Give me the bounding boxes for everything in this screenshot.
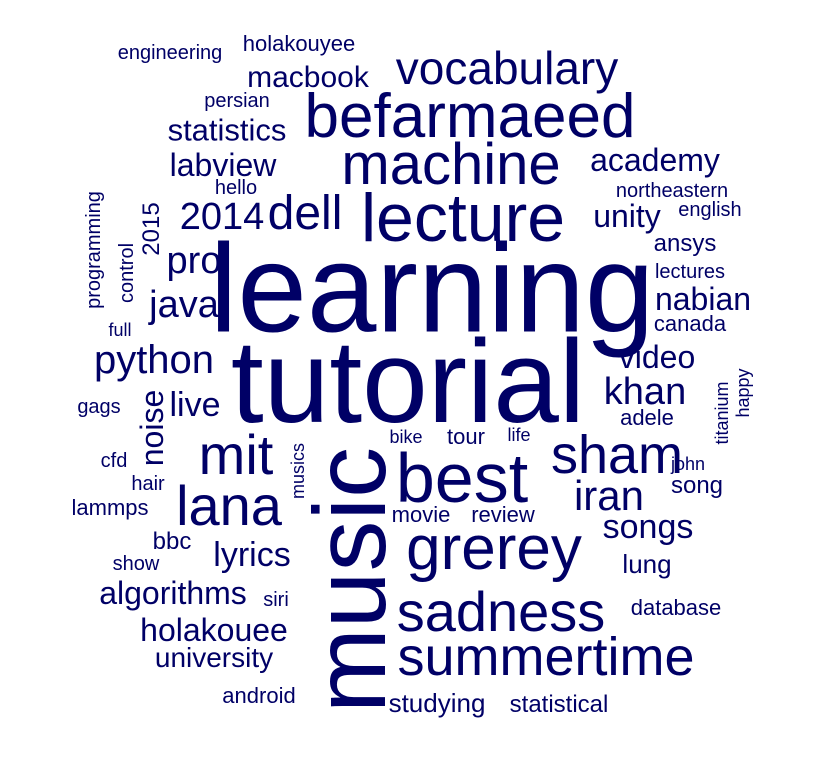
word-algorithms: algorithms xyxy=(99,575,247,611)
word-review: review xyxy=(471,502,535,527)
word-live: live xyxy=(169,386,221,424)
word-2015: 2015 xyxy=(138,202,165,256)
word-iran: iran xyxy=(573,472,645,519)
word-statistics: statistics xyxy=(167,112,287,148)
word-unity: unity xyxy=(593,198,661,234)
word-academy: academy xyxy=(590,142,720,178)
word-video: video xyxy=(618,339,696,375)
word-tutorial: tutorial xyxy=(230,316,586,448)
word-statistical: statistical xyxy=(509,691,609,718)
word-dell: dell xyxy=(267,187,343,240)
word-bike: bike xyxy=(389,427,423,447)
word-ansys: ansys xyxy=(653,230,717,257)
word-lammps: lammps xyxy=(71,495,149,520)
word-adele: adele xyxy=(620,405,674,430)
word-john: john xyxy=(670,454,706,474)
word-grerey: grerey xyxy=(406,514,582,583)
word-movie: movie xyxy=(391,502,451,527)
word-siri: siri xyxy=(263,589,289,611)
word-noise: noise xyxy=(134,389,170,467)
word-university: university xyxy=(154,642,274,673)
word-holakouyee: holakouyee xyxy=(242,31,356,56)
word-titanium: titanium xyxy=(712,381,732,445)
word-database: database xyxy=(630,595,722,620)
word-english: english xyxy=(678,199,742,221)
word-holakouee: holakouee xyxy=(140,612,288,648)
word-lecture: lecture xyxy=(360,180,566,256)
word-persian: persian xyxy=(204,90,270,112)
word-cfd: cfd xyxy=(100,450,128,472)
word-canada: canada xyxy=(653,311,727,336)
word-studying: studying xyxy=(388,688,486,718)
word-musics: musics xyxy=(288,442,308,500)
word-bbc: bbc xyxy=(152,528,192,555)
word-lung: lung xyxy=(622,549,672,579)
word-java: java xyxy=(149,284,219,326)
word-lectures: lectures xyxy=(654,261,726,283)
word-hair: hair xyxy=(131,473,165,495)
word-summertime: summertime xyxy=(397,627,695,687)
word-python: python xyxy=(93,338,215,382)
word-khan: khan xyxy=(603,371,687,413)
word-full: full xyxy=(108,320,132,340)
word-befarmaeed: befarmaeed xyxy=(304,82,636,151)
word-vocabulary: vocabulary xyxy=(395,42,619,94)
word-2014: 2014 xyxy=(179,196,265,238)
word-sadness: sadness xyxy=(396,580,606,643)
word-android: android xyxy=(222,683,296,708)
word-nabian: nabian xyxy=(654,281,752,317)
word-song: song xyxy=(670,472,724,499)
word-learning: learning xyxy=(209,219,655,359)
word-music: music xyxy=(293,446,407,714)
word-sham: sham xyxy=(550,425,684,485)
word-lyrics: lyrics xyxy=(213,536,291,574)
word-labview: labview xyxy=(169,147,277,183)
word-machine: machine xyxy=(341,132,561,197)
word-life: life xyxy=(507,425,531,445)
word-programming: programming xyxy=(83,191,105,309)
word-best: best xyxy=(395,439,529,517)
word-engineering: engineering xyxy=(117,42,223,64)
word-happy: happy xyxy=(733,368,753,418)
word-tour: tour xyxy=(447,424,485,449)
word-mit: mit xyxy=(198,423,274,486)
word-control: control xyxy=(116,242,138,304)
word-pro: pro xyxy=(166,240,222,282)
word-hello: hello xyxy=(214,177,258,199)
word-songs: songs xyxy=(602,508,694,546)
word-show: show xyxy=(112,553,160,575)
word-macbook: macbook xyxy=(247,61,369,94)
word-gags: gags xyxy=(77,396,121,418)
word-lana: lana xyxy=(176,474,282,537)
word-northeastern: northeastern xyxy=(615,180,729,202)
